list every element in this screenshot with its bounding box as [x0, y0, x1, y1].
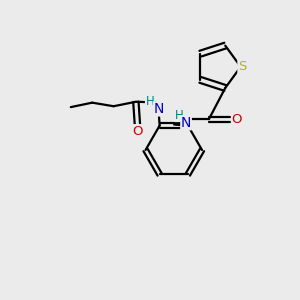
Text: N: N: [154, 102, 164, 116]
Text: O: O: [232, 113, 242, 126]
Text: O: O: [132, 125, 142, 138]
Text: S: S: [238, 60, 246, 73]
Text: H: H: [175, 109, 184, 122]
Text: H: H: [146, 95, 154, 108]
Text: N: N: [181, 116, 191, 130]
